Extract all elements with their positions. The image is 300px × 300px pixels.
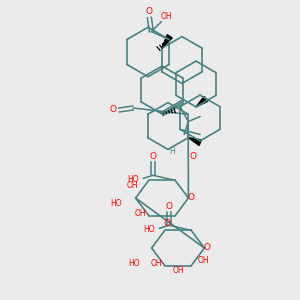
Text: O: O xyxy=(188,194,195,202)
Text: O: O xyxy=(164,218,170,227)
Text: OH: OH xyxy=(173,266,184,275)
Text: O: O xyxy=(146,7,153,16)
Text: O: O xyxy=(110,104,116,113)
Polygon shape xyxy=(162,34,172,48)
Text: H: H xyxy=(169,147,175,156)
Polygon shape xyxy=(188,138,201,146)
Text: O: O xyxy=(166,202,173,211)
Text: OH: OH xyxy=(135,208,146,217)
Text: O: O xyxy=(150,152,157,161)
Text: O: O xyxy=(190,152,197,161)
Text: OH: OH xyxy=(197,256,209,265)
Polygon shape xyxy=(196,97,208,107)
Text: HO: HO xyxy=(110,199,122,208)
Text: HO: HO xyxy=(128,259,140,268)
Text: O: O xyxy=(204,244,211,253)
Text: HO: HO xyxy=(143,225,155,234)
Text: OH: OH xyxy=(160,12,172,21)
Text: OH: OH xyxy=(151,259,162,268)
Text: HO: HO xyxy=(128,175,139,184)
Text: OH: OH xyxy=(127,181,139,190)
